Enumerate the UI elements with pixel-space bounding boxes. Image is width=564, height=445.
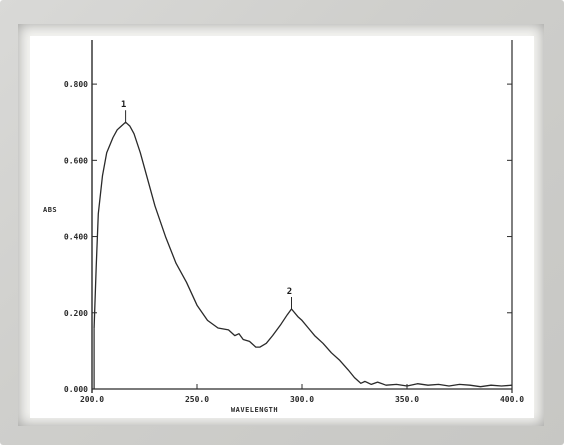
tick-group: 0.000 0.200 0.400 0.600 0.800 200.0 250.0 300.0…: [64, 80, 524, 404]
peak-label: 1: [121, 100, 126, 110]
series-group: [93, 121, 513, 389]
y-tick-label: 0.600: [64, 156, 88, 165]
y-tick-label: 0.000: [64, 385, 88, 394]
x-tick-label: 250.0: [185, 395, 209, 404]
y-tick-label: 0.400: [64, 233, 88, 242]
x-tick-label: 300.0: [290, 395, 314, 404]
plot-paper: [30, 36, 534, 418]
peak-label: 2: [287, 287, 292, 297]
x-axis-title: WAVELENGTH: [231, 406, 278, 414]
y-tick-label: 0.800: [64, 80, 88, 89]
x-tick-label: 400.0: [500, 395, 524, 404]
x-tick-label: 200.0: [80, 395, 104, 404]
annotation-group: 12: [121, 100, 292, 309]
axes-group: [91, 40, 513, 393]
y-axis-title: ABS: [43, 206, 57, 214]
spectrum-line: [93, 121, 513, 388]
x-tick-label: 350.0: [395, 395, 419, 404]
y-tick-label: 0.200: [64, 309, 88, 318]
